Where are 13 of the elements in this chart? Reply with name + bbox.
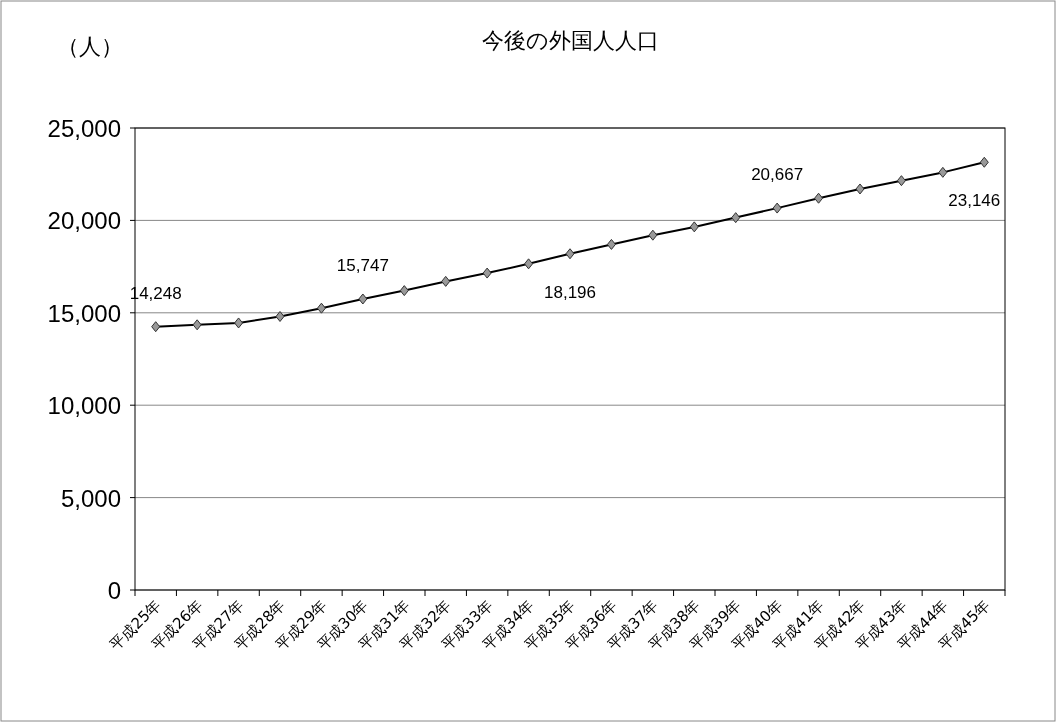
y-tick-label: 5,000 bbox=[60, 484, 121, 512]
data-label: 20,667 bbox=[751, 165, 804, 185]
y-tick-label: 10,000 bbox=[47, 392, 121, 420]
y-tick-label: 15,000 bbox=[47, 299, 121, 327]
data-label: 14,248 bbox=[129, 283, 182, 303]
chart-title: 今後の外国人人口 bbox=[481, 28, 659, 53]
y-tick-label: 0 bbox=[107, 577, 121, 604]
data-label: 15,747 bbox=[336, 256, 389, 275]
y-tick-label: 20,000 bbox=[47, 207, 121, 235]
y-axis-title: （人） bbox=[57, 34, 123, 59]
y-tick-label: 25,000 bbox=[47, 115, 121, 142]
data-label: 23,146 bbox=[948, 191, 1001, 211]
data-label: 18,196 bbox=[544, 282, 596, 302]
